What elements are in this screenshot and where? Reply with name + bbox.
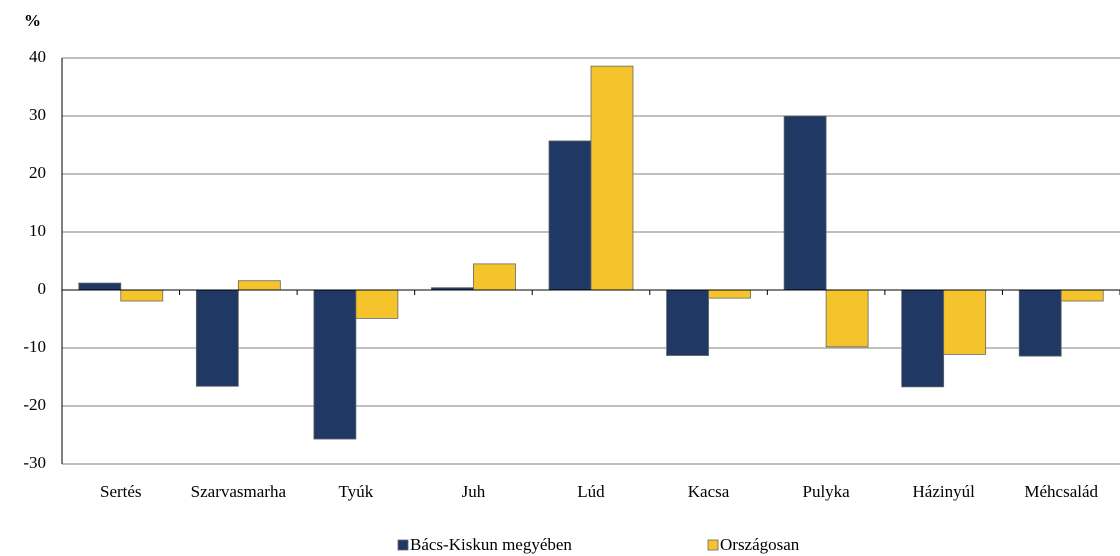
x-tick-label: Pulyka xyxy=(802,482,850,501)
legend-label: Országosan xyxy=(720,535,800,554)
y-tick-label: 40 xyxy=(29,47,46,66)
x-tick-label: Sertés xyxy=(100,482,142,501)
bar xyxy=(901,289,945,388)
x-tick-label: Tyúk xyxy=(339,482,374,501)
x-tick-label: Kacsa xyxy=(688,482,730,501)
bar xyxy=(313,289,357,440)
bar xyxy=(120,289,164,302)
bar xyxy=(666,289,709,356)
y-tick-label: 20 xyxy=(29,163,46,182)
bar xyxy=(195,289,239,387)
bar xyxy=(783,115,827,291)
y-tick-label: -20 xyxy=(23,395,46,414)
y-tick-label: 30 xyxy=(29,105,46,124)
bar xyxy=(78,282,122,291)
x-tick-label: Házinyúl xyxy=(913,482,976,501)
x-tick-label: Szarvasmarha xyxy=(191,482,287,501)
x-tick-label: Méhcsalád xyxy=(1024,482,1098,501)
x-tick-label: Lúd xyxy=(577,482,605,501)
y-tick-label: -30 xyxy=(23,453,46,472)
bar xyxy=(355,289,399,319)
bar xyxy=(1060,289,1104,302)
bar xyxy=(237,280,281,291)
bar xyxy=(943,289,987,355)
bar xyxy=(825,289,869,348)
bar xyxy=(548,140,592,291)
bar xyxy=(473,263,516,291)
legend-label: Bács-Kiskun megyében xyxy=(410,535,572,554)
y-tick-label: 0 xyxy=(38,279,47,298)
x-tick-label: Juh xyxy=(462,482,486,501)
y-axis-label: % xyxy=(24,11,41,30)
legend-swatch xyxy=(397,539,409,551)
y-tick-label: -10 xyxy=(23,337,46,356)
bar xyxy=(708,289,751,299)
bar xyxy=(590,65,634,291)
legend-swatch xyxy=(707,539,719,551)
bar xyxy=(1018,289,1062,357)
y-tick-label: 10 xyxy=(29,221,46,240)
